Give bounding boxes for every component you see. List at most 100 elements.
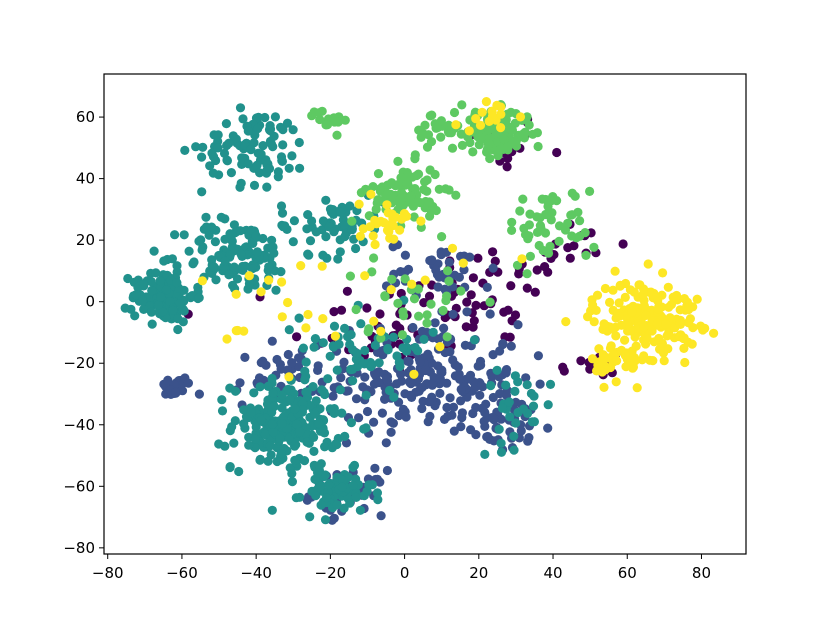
- scatter-point: [654, 333, 664, 344]
- scatter-point: [700, 323, 710, 333]
- scatter-point: [469, 335, 480, 345]
- scatter-point: [292, 332, 302, 342]
- scatter-point: [345, 201, 355, 211]
- scatter-point: [376, 511, 386, 521]
- scatter-point: [370, 239, 380, 250]
- scatter-point: [569, 241, 579, 251]
- scatter-point: [345, 271, 355, 281]
- scatter-point: [267, 505, 277, 515]
- scatter-point: [614, 298, 624, 308]
- scatter-point: [447, 143, 458, 153]
- scatter-point: [380, 291, 390, 301]
- scatter-point: [468, 408, 478, 419]
- scatter-point: [294, 361, 304, 372]
- scatter-point: [301, 323, 311, 333]
- scatter-point: [585, 186, 595, 196]
- scatter-point: [335, 247, 345, 257]
- x-tick-label: −40: [240, 564, 272, 582]
- scatter-point: [316, 481, 326, 491]
- scatter-point: [496, 109, 506, 119]
- scatter-point: [250, 434, 260, 444]
- scatter-point: [346, 418, 356, 428]
- scatter-point: [422, 318, 432, 328]
- scatter-point: [442, 402, 452, 413]
- scatter-point: [229, 243, 239, 253]
- scatter-point: [499, 307, 509, 317]
- scatter-point: [483, 431, 493, 442]
- scatter-point: [276, 449, 286, 459]
- scatter-point: [311, 227, 321, 237]
- scatter-point: [659, 356, 669, 366]
- scatter-point: [277, 403, 287, 413]
- scatter-point: [284, 163, 294, 173]
- scatter-point: [471, 430, 481, 440]
- scatter-point: [565, 253, 575, 263]
- scatter-point: [368, 182, 378, 192]
- scatter-point: [329, 321, 340, 331]
- scatter-point: [395, 267, 406, 277]
- scatter-point: [243, 126, 253, 136]
- scatter-point: [522, 283, 532, 293]
- scatter-point: [229, 262, 239, 272]
- scatter-point: [468, 273, 478, 283]
- scatter-point: [330, 331, 340, 341]
- scatter-point: [351, 492, 361, 502]
- scatter-point: [238, 261, 248, 272]
- scatter-point: [530, 287, 540, 297]
- scatter-point: [302, 437, 312, 447]
- scatter-point: [201, 222, 211, 232]
- scatter-point: [456, 396, 466, 406]
- scatter-point: [382, 200, 392, 210]
- scatter-point: [163, 375, 173, 385]
- scatter-point: [175, 299, 185, 309]
- scatter-point: [265, 441, 275, 451]
- scatter-point: [506, 341, 516, 351]
- scatter-point: [373, 195, 383, 205]
- scatter-point: [684, 317, 694, 327]
- scatter-point: [400, 274, 410, 284]
- scatter-point: [445, 393, 455, 403]
- scatter-point: [208, 168, 218, 178]
- scatter-point: [151, 268, 161, 278]
- scatter-point: [567, 210, 577, 220]
- scatter-point: [563, 218, 573, 228]
- scatter-point: [323, 374, 333, 384]
- scatter-point: [335, 385, 345, 395]
- scatter-point: [268, 242, 278, 252]
- scatter-point: [513, 320, 523, 330]
- scatter-point: [314, 108, 324, 118]
- y-tick-label: −20: [63, 354, 95, 372]
- scatter-point: [332, 130, 342, 140]
- scatter-point: [454, 272, 464, 282]
- scatter-point: [246, 407, 256, 418]
- scatter-point: [381, 438, 391, 448]
- scatter-point: [438, 305, 448, 316]
- y-tick-label: 40: [76, 170, 95, 188]
- scatter-point: [419, 184, 429, 195]
- scatter-point: [221, 119, 231, 129]
- scatter-point: [608, 285, 618, 295]
- scatter-point: [375, 477, 385, 487]
- x-tick-label: −20: [315, 564, 347, 582]
- scatter-point: [397, 376, 407, 386]
- scatter-point: [336, 305, 347, 315]
- scatter-point: [457, 100, 467, 110]
- scatter-point: [451, 190, 461, 200]
- scatter-point: [342, 286, 352, 296]
- scatter-point: [600, 354, 610, 364]
- scatter-point: [611, 331, 621, 341]
- scatter-point: [305, 512, 315, 522]
- scatter-point: [276, 201, 287, 211]
- scatter-point: [675, 319, 686, 329]
- scatter-point: [639, 351, 649, 361]
- scatter-point: [465, 137, 475, 148]
- scatter-point: [480, 449, 490, 459]
- scatter-point: [231, 326, 241, 336]
- scatter-point: [237, 153, 247, 163]
- scatter-point: [295, 427, 305, 437]
- scatter-point: [333, 254, 343, 264]
- scatter-point: [620, 292, 630, 302]
- scatter-point: [428, 327, 438, 337]
- scatter-point: [288, 125, 298, 135]
- scatter-point: [318, 338, 328, 348]
